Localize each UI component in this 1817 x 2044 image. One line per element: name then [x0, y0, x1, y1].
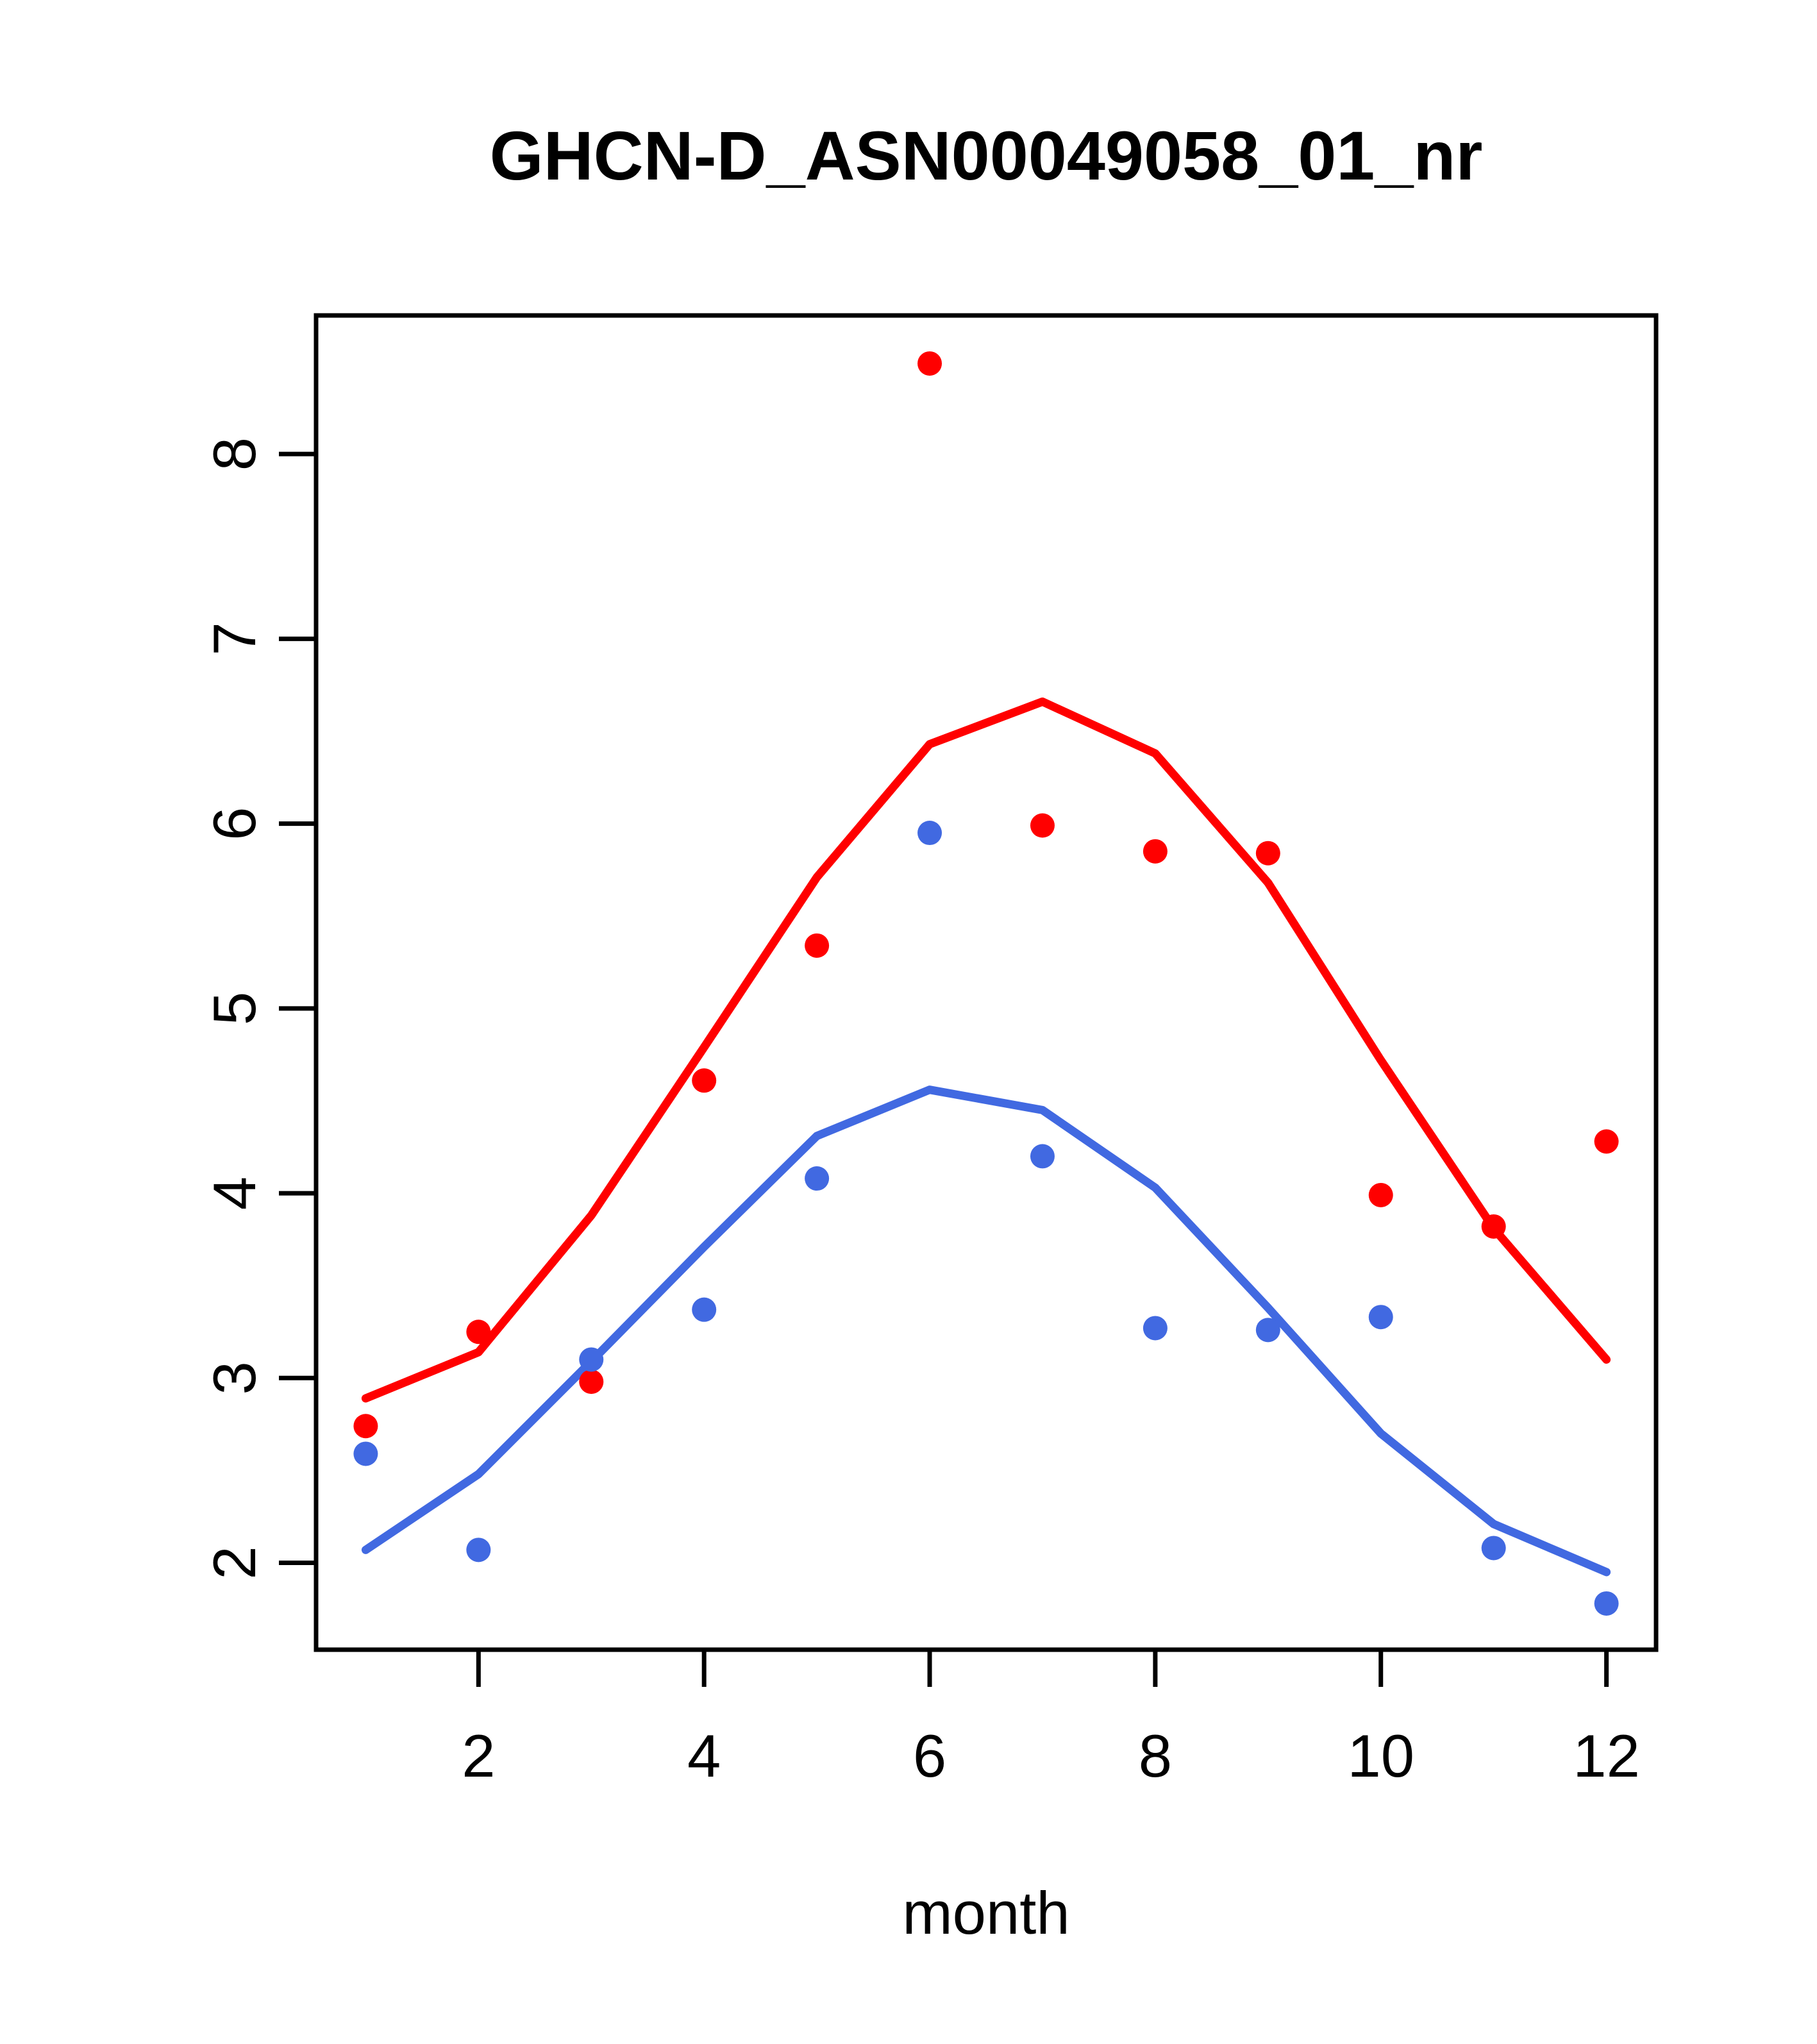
blue-point-m12 — [1594, 1591, 1619, 1616]
red-line — [361, 697, 1611, 1403]
red-point-m10 — [1368, 1182, 1393, 1207]
x-tick-label: 10 — [1347, 1722, 1414, 1789]
red-point-m1 — [353, 1414, 378, 1439]
blue-point-m7 — [1030, 1144, 1055, 1169]
x-tick-label: 6 — [913, 1722, 946, 1789]
y-tick-label: 5 — [201, 992, 268, 1025]
red-point-m8 — [1143, 839, 1168, 864]
blue-point-m3 — [579, 1347, 604, 1372]
red-point-m6 — [917, 351, 942, 376]
red-point-m12 — [1594, 1129, 1619, 1154]
blue-point-m4 — [692, 1297, 717, 1322]
blue-point-m6 — [917, 821, 942, 846]
blue-point-m11 — [1481, 1536, 1506, 1561]
red-point-m11 — [1481, 1214, 1506, 1239]
blue-line — [361, 1085, 1611, 1577]
x-tick-label: 4 — [687, 1722, 721, 1789]
y-tick-label: 2 — [201, 1546, 268, 1579]
blue-point-m9 — [1255, 1318, 1280, 1343]
x-tick-label: 2 — [462, 1722, 495, 1789]
red-point-m3 — [579, 1370, 604, 1395]
red-point-m7 — [1030, 813, 1055, 838]
x-axis-title: month — [902, 1879, 1070, 1947]
y-tick-label: 4 — [201, 1177, 268, 1210]
y-tick-label: 8 — [201, 437, 268, 471]
blue-point-m8 — [1143, 1316, 1168, 1341]
blue-point-m5 — [805, 1166, 830, 1191]
x-tick-label: 8 — [1139, 1722, 1172, 1789]
blue-point-m2 — [466, 1537, 491, 1562]
y-tick-label: 7 — [201, 622, 268, 655]
plot-box — [314, 313, 1659, 1652]
y-tick-label: 6 — [201, 807, 268, 840]
x-tick-label: 12 — [1573, 1722, 1640, 1789]
blue-point-m1 — [353, 1441, 378, 1466]
chart-title: GHCN-D_ASN00049058_01_nr — [489, 117, 1483, 194]
red-point-m5 — [805, 933, 830, 958]
y-tick-label: 3 — [201, 1361, 268, 1395]
red-point-m4 — [692, 1068, 717, 1093]
blue-point-m10 — [1368, 1305, 1393, 1330]
red-point-m9 — [1255, 841, 1280, 866]
red-point-m2 — [466, 1319, 491, 1345]
